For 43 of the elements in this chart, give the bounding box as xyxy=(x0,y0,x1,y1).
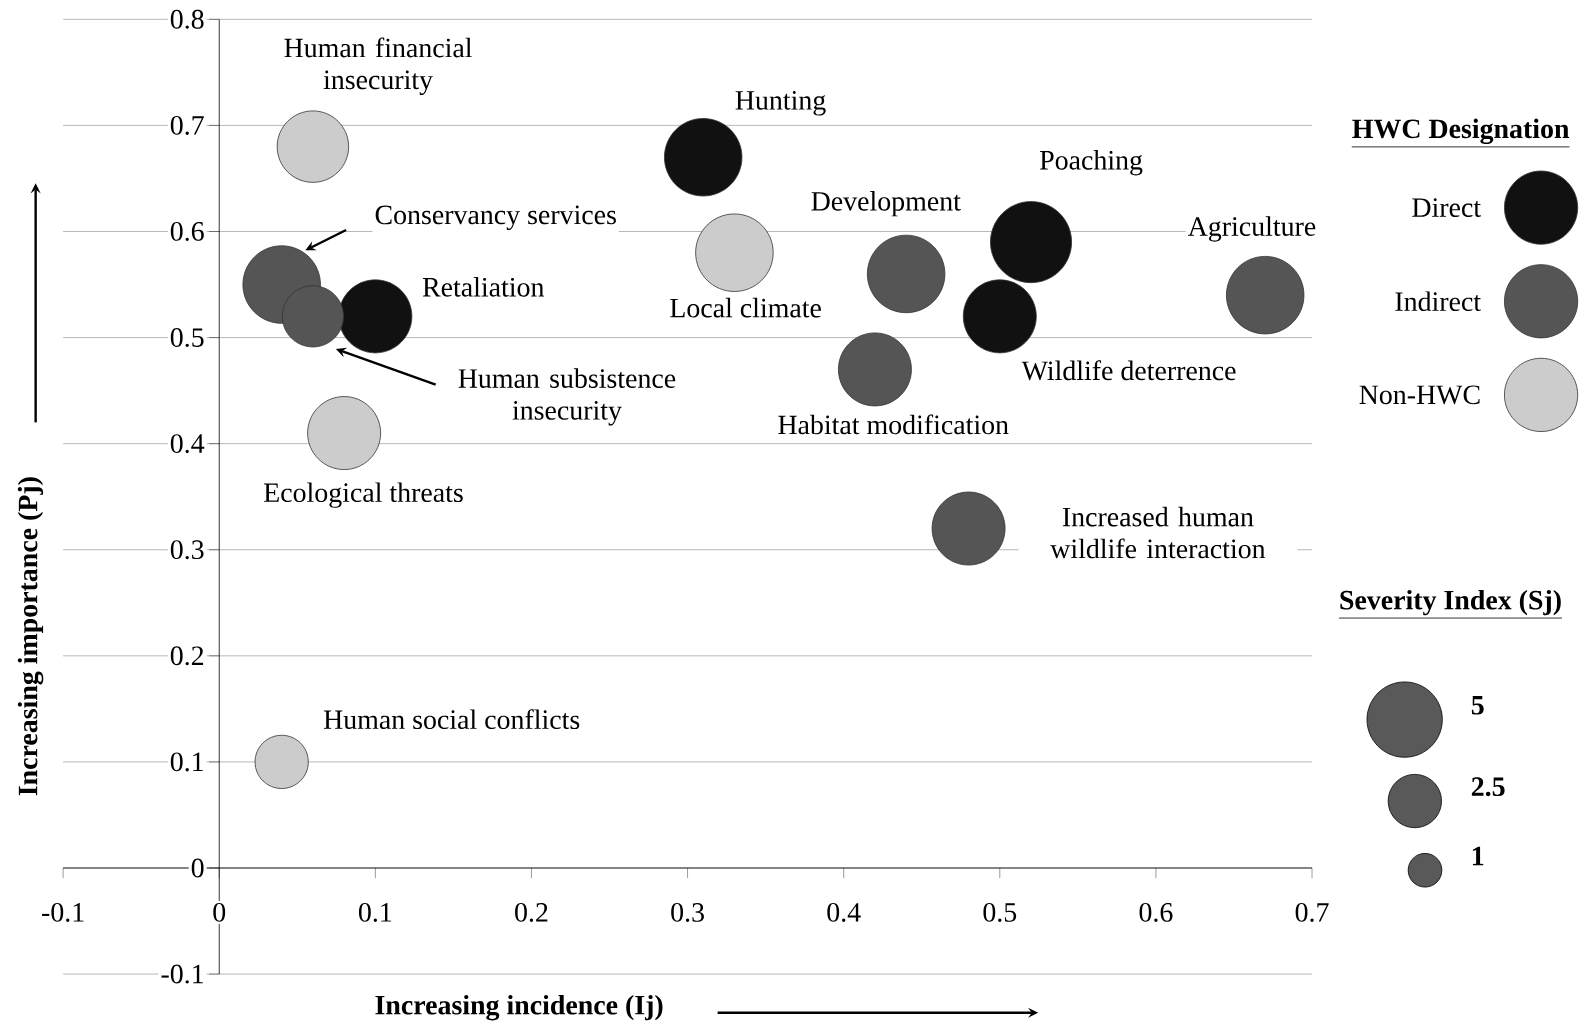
x-tick-label: 0.2 xyxy=(515,902,548,922)
y-tick-label: 0.6 xyxy=(170,222,204,241)
annotation: Habitat modification xyxy=(778,414,1009,435)
y-tick-label: 0.1 xyxy=(170,752,203,772)
x-tick-label: 0 xyxy=(213,902,226,922)
legend-label: 1 xyxy=(1472,846,1484,866)
annotation: Conservancy services xyxy=(375,205,616,231)
x-tick-label: 0.1 xyxy=(358,902,392,922)
text: Severity Index (Sj) xyxy=(1340,589,1561,616)
annotation: Development xyxy=(811,191,961,217)
annotation: Agriculture xyxy=(1187,216,1316,242)
y-tick-label: 0.8 xyxy=(170,9,204,29)
annotation: Human financial insecurity xyxy=(284,37,472,95)
annotation: Hunting xyxy=(735,91,826,116)
x-tick-label: -0.1 xyxy=(42,902,84,922)
text: Non-HWC xyxy=(1359,385,1480,405)
x-tick-label: 0.3 xyxy=(671,902,704,922)
annotation: Human social conflicts xyxy=(323,709,580,730)
x-tick-label: 0.6 xyxy=(1139,902,1173,922)
text: Direct xyxy=(1412,198,1481,217)
x-tick-label: 0.5 xyxy=(983,902,1017,922)
y-tick-label: 0.5 xyxy=(170,328,204,348)
y-tick-label: 0.3 xyxy=(170,540,204,560)
annotation: Poaching xyxy=(1039,150,1143,176)
text: Indirect xyxy=(1395,291,1481,312)
x-axis-title: Increasing incidence (Ij) xyxy=(375,994,663,1021)
annotation: Retaliation xyxy=(422,277,545,297)
annotation: Local climate xyxy=(670,297,821,318)
legend-label: 2.5 xyxy=(1471,777,1505,797)
y-tick-label: 0.4 xyxy=(170,434,205,454)
y-tick-label: 0 xyxy=(191,858,204,878)
y-tick-label: 0.7 xyxy=(170,115,204,135)
x-tick-label: 0.7 xyxy=(1295,902,1329,922)
legend-label: 5 xyxy=(1471,696,1484,715)
y-tick-label: -0.1 xyxy=(161,964,203,984)
legend-title: HWC Designation xyxy=(1352,118,1570,145)
annotation: Increased human wildlife interaction xyxy=(1050,506,1266,559)
y-tick-label: 0.2 xyxy=(170,646,204,666)
x-tick-label: 0.4 xyxy=(827,902,861,922)
annotation: Human subsistence insecurity xyxy=(458,368,676,426)
annotation: Ecological threats xyxy=(263,482,463,508)
y-axis-title: Increasing importance (Pj) xyxy=(17,477,44,796)
annotation: Wildlife deterrence xyxy=(1021,360,1236,381)
